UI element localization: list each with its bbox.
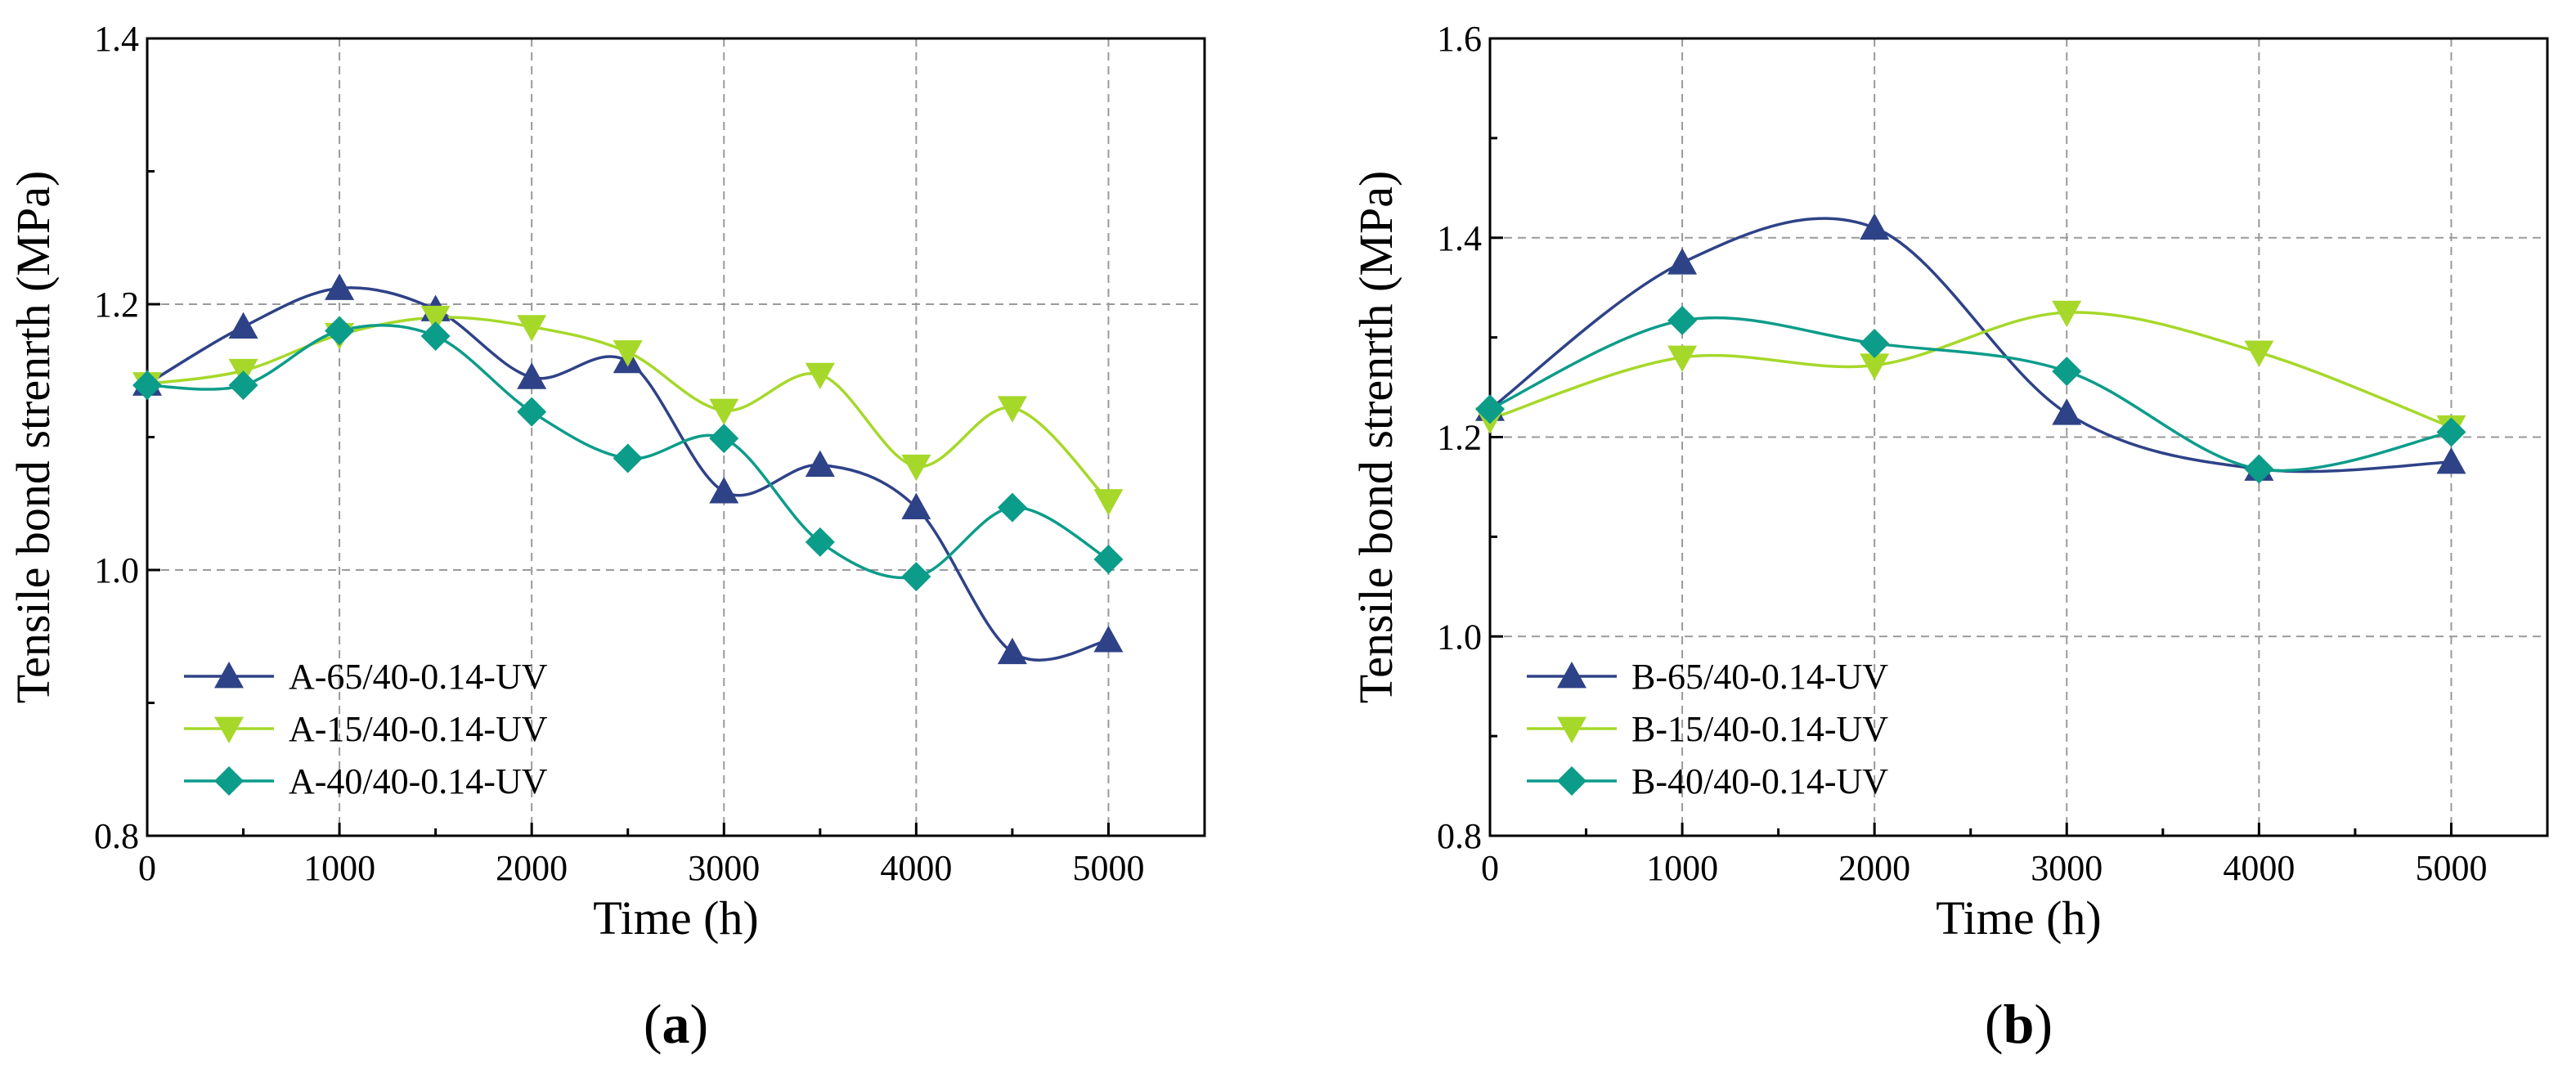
data-point [517,315,547,342]
data-point [325,273,355,300]
data-point [2052,357,2082,387]
data-point [517,397,547,427]
data-point [997,492,1027,523]
legend-marker [1557,662,1586,689]
data-point [1475,394,1505,424]
x-tick-label: 3000 [688,848,760,888]
y-tick-label: 1.2 [1437,418,1482,458]
x-tick-label: 3000 [2031,848,2103,888]
data-point [2052,398,2082,425]
data-point [2244,340,2274,367]
data-point [228,312,258,339]
legend-marker [214,662,244,689]
x-axis-title: Time (h) [1936,891,2102,945]
data-point [132,370,162,401]
y-tick-label: 1.4 [94,19,139,59]
data-point [901,562,931,592]
legend-marker [214,766,244,796]
legend-label: B-15/40-0.14-UV [1631,709,1888,749]
data-point [1093,626,1124,653]
chart-panel-b: 0 1000 2000 3000 4000 5000 0.8 1.0 1.2 1.4 1.6 Time… [1349,19,2549,1055]
y-axis-title: Tensile bond strenrth (MPa) [7,171,60,704]
data-point [1667,248,1698,275]
data-point [901,492,931,520]
x-tick-label: 0 [1481,848,1499,888]
chart-panel-a: 0 1000 2000 3000 4000 5000 0.8 1.0 1.2 1.4 Time (h… [7,19,1206,1055]
data-point [1093,489,1124,516]
panel-label: (a) [644,993,708,1055]
x-tick-label: 2000 [1838,848,1910,888]
data-point [709,424,739,454]
series-line-A-15/40-0.14-UV [146,316,1110,502]
data-point [1860,328,1890,358]
legend-marker [1557,766,1586,796]
y-tick-label: 1.6 [1437,19,1482,59]
x-tick-label: 4000 [2223,848,2295,888]
data-point [2436,447,2466,474]
data-point [997,396,1027,423]
y-axis-title: Tensile bond strenrth (MPa) [1349,171,1402,704]
legend-marker [214,716,244,743]
x-tick-label: 5000 [2415,848,2487,888]
x-tick-label: 0 [138,848,156,888]
y-tick-label: 1.4 [1437,218,1482,258]
data-point [613,340,643,367]
data-point [1667,345,1698,372]
legend-label: A-65/40-0.14-UV [289,657,548,697]
panel-label: (b) [1985,993,2053,1055]
series-line-B-15/40-0.14-UV [1489,311,2453,429]
y-tick-label: 1.0 [1437,617,1482,657]
data-point [2052,300,2082,328]
data-point [613,443,643,473]
legend-label: B-40/40-0.14-UV [1631,761,1888,801]
legend-marker [1557,716,1586,743]
x-tick-label: 4000 [880,848,952,888]
x-tick-label: 2000 [496,848,568,888]
legend-label: B-65/40-0.14-UV [1631,657,1888,697]
y-tick-label: 0.8 [94,816,139,856]
data-point [805,362,835,390]
data-point [325,316,355,346]
data-point [1860,353,1890,380]
data-point [709,398,739,425]
y-tick-label: 0.8 [1437,816,1482,856]
data-point [2244,454,2274,484]
series-line-B-65/40-0.14-UV [1488,217,2452,473]
data-point [1093,545,1124,574]
series-line-B-40/40-0.14-UV [1489,316,2452,473]
data-point [805,527,835,557]
x-axis-title: Time (h) [593,891,759,945]
data-point [420,321,451,351]
data-point [228,370,258,401]
y-tick-label: 1.2 [94,285,139,325]
data-point [420,305,451,333]
data-point [2436,417,2466,447]
legend-label: A-40/40-0.14-UV [289,761,548,801]
data-point [517,362,547,389]
data-point [901,454,931,482]
data-point [709,477,739,504]
data-point [1667,305,1698,335]
data-point [1860,213,1890,240]
x-tick-label: 1000 [303,848,375,888]
x-tick-label: 5000 [1072,848,1144,888]
data-point [997,637,1027,665]
x-tick-label: 1000 [1646,848,1718,888]
data-point [805,450,835,478]
y-tick-label: 1.0 [94,550,139,590]
legend-label: A-15/40-0.14-UV [289,709,548,749]
